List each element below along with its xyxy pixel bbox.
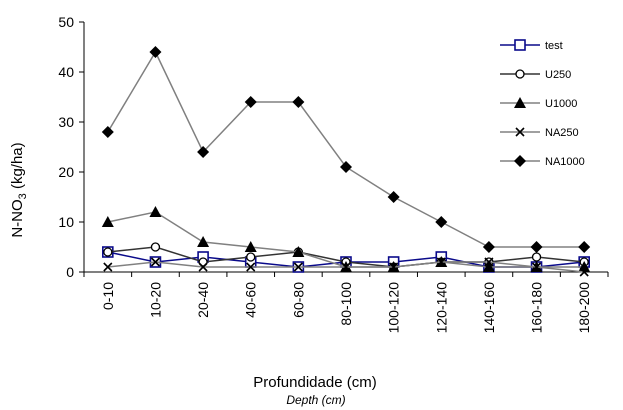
series-na250 [103,257,589,277]
y-tick-label: 50 [58,14,74,30]
x-axis-title: Profundidade (cm) [253,374,376,391]
data-point [578,241,591,253]
legend-label: U250 [545,69,571,81]
data-point [389,262,399,272]
legend-marker [514,97,526,108]
data-point [341,262,351,272]
x-tick-label: 120-140 [433,282,449,334]
x-tick-label: 60-80 [290,282,306,318]
legend-item-na250: NA250 [500,127,579,139]
data-point [149,206,162,217]
x-tick-label: 40-60 [243,282,259,318]
legend-item-test: test [500,39,563,52]
y-tick-label: 30 [58,114,74,130]
legend-item-u250: U250 [500,69,571,81]
data-point [435,216,448,228]
series-na1000 [101,46,591,253]
data-point [531,262,542,272]
y-tick-label: 0 [66,264,74,280]
x-tick-label: 180-200 [576,282,592,334]
legend-label: NA1000 [545,156,585,168]
data-point [293,262,303,272]
data-point [530,241,543,253]
series-u1000 [101,206,591,272]
data-point [244,241,257,252]
y-tick-label: 40 [58,64,74,80]
data-point [482,261,495,272]
data-point [387,191,400,203]
legend-item-na1000: NA1000 [500,155,585,168]
x-tick-label: 10-20 [147,282,163,318]
legend-marker [515,127,525,137]
y-axis-title: N-NO3 (kg/ha) [9,142,29,237]
data-point [340,161,352,173]
legend-label: NA250 [545,127,579,139]
data-point [149,46,162,58]
y-axis: 0 10 20 30 40 50 [58,14,85,280]
x-axis: 0-10 10-20 20-40 40-60 60-80 80-100 100-120 120… [83,271,609,334]
data-point [484,257,494,267]
legend: test U250 U1000 NA250 NA1000 [500,39,585,168]
series-line [107,50,585,248]
data-point [244,96,257,108]
data-point [150,242,161,252]
data-point [246,262,256,272]
x-tick-label: 80-100 [338,282,354,326]
legend-label: U1000 [545,98,577,110]
x-tick-label: 140-160 [481,282,497,334]
data-point [197,236,210,247]
data-point [292,96,305,108]
data-point [436,257,446,267]
legend-marker [515,69,525,79]
data-point [103,262,113,272]
legend-label: test [545,40,563,52]
data-point [101,216,114,227]
data-point [198,262,208,272]
data-point [579,267,589,277]
data-point [246,252,256,262]
data-point [103,247,113,257]
data-point [531,252,542,262]
x-tick-label: 20-40 [195,282,211,318]
x-tick-label: 0-10 [100,282,116,310]
x-tick-label: 100-120 [386,282,402,334]
data-point [292,246,305,257]
y-tick-label: 20 [58,164,74,180]
x-axis-subtitle: Depth (cm) [286,393,345,407]
legend-item-u1000: U1000 [500,97,577,110]
data-point [101,126,114,138]
x-tick-label: 160-180 [529,282,545,334]
data-point [482,241,495,253]
y-tick-label: 10 [58,214,74,230]
data-point [150,257,161,267]
legend-marker [514,155,526,167]
legend-marker [514,39,526,51]
series-layer [101,46,591,277]
data-point [197,146,210,158]
